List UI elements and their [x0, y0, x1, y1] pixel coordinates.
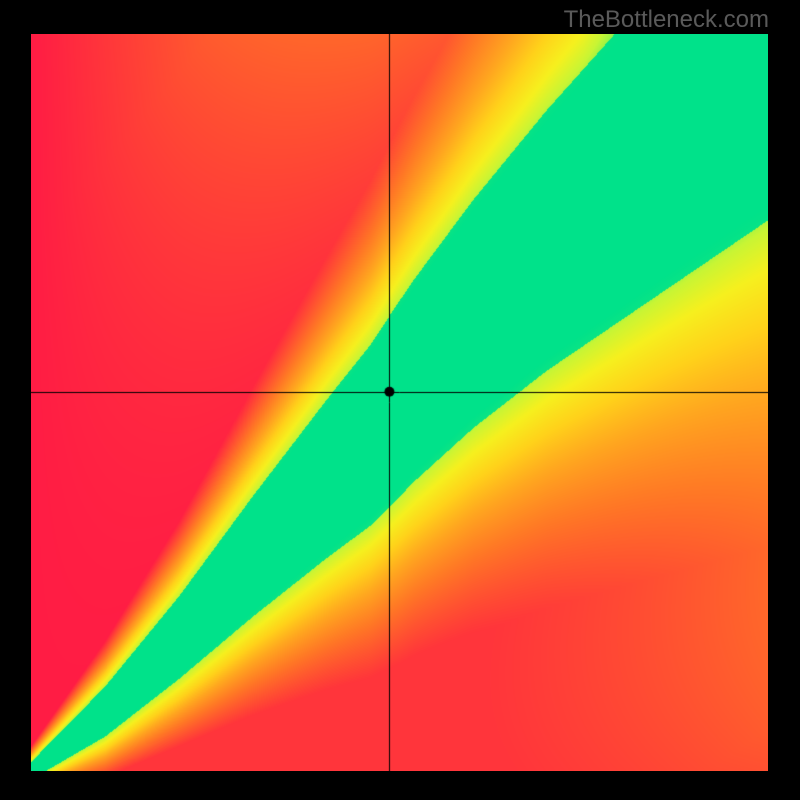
watermark-text: TheBottleneck.com	[564, 6, 769, 34]
bottleneck-heatmap	[31, 34, 768, 771]
